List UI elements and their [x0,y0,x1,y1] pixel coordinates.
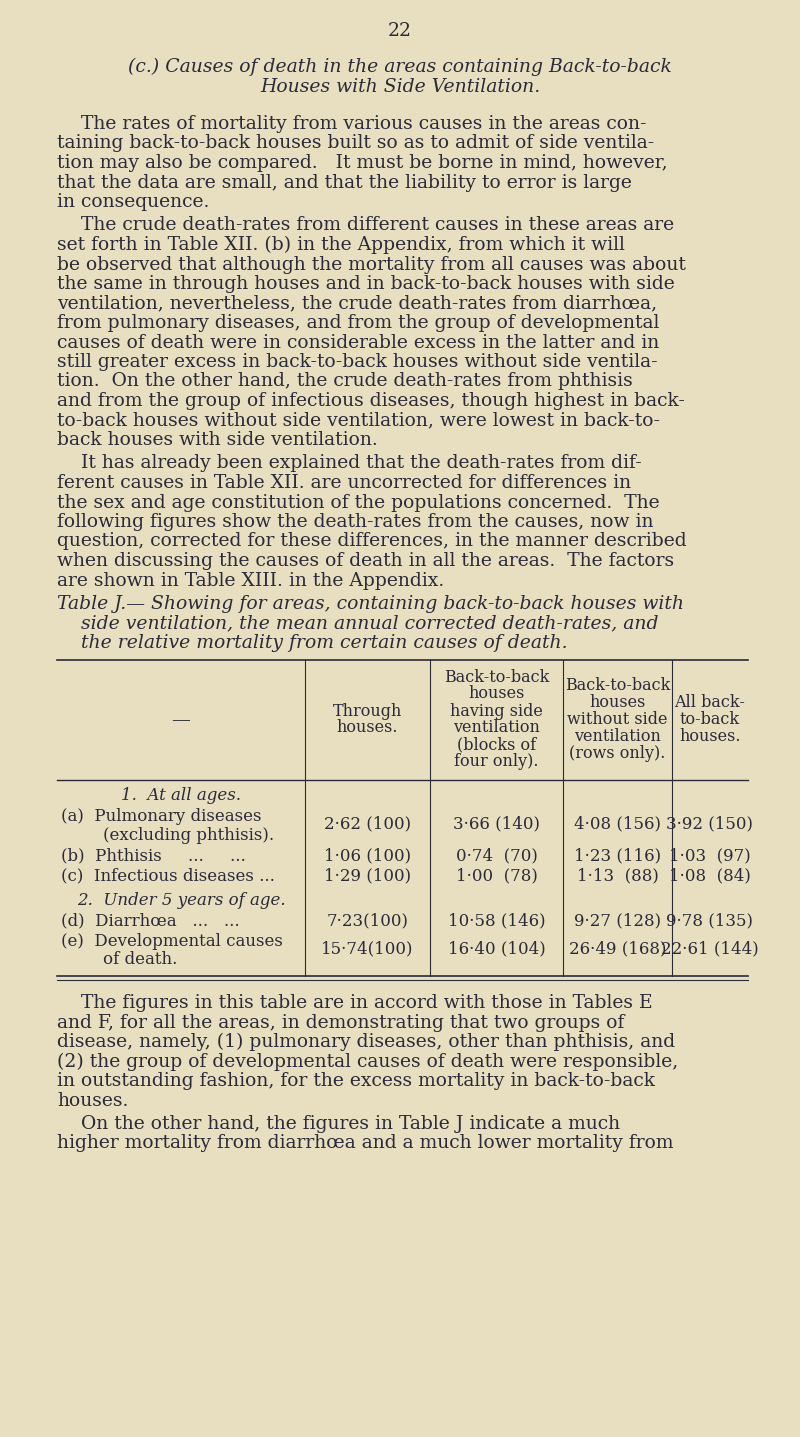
Text: to-back: to-back [680,711,740,729]
Text: 16·40 (104): 16·40 (104) [448,940,546,957]
Text: tion may also be compared.   It must be borne in mind, however,: tion may also be compared. It must be bo… [57,154,668,172]
Text: 1·23 (116): 1·23 (116) [574,846,661,864]
Text: The crude death-rates from different causes in these areas are: The crude death-rates from different cau… [57,217,674,234]
Text: (c.) Causes of death in the areas containing Back-to-back: (c.) Causes of death in the areas contai… [128,57,672,76]
Text: question, corrected for these differences, in the manner described: question, corrected for these difference… [57,533,686,550]
Text: ferent causes in Table XII. are uncorrected for differences in: ferent causes in Table XII. are uncorrec… [57,474,631,491]
Text: 26·49 (168): 26·49 (168) [569,940,666,957]
Text: —: — [171,711,190,730]
Text: higher mortality from diarrhœa and a much lower mortality from: higher mortality from diarrhœa and a muc… [57,1134,674,1152]
Text: ventilation: ventilation [453,720,540,737]
Text: and F, for all the areas, in demonstrating that two groups of: and F, for all the areas, in demonstrati… [57,1013,624,1032]
Text: 9·78 (135): 9·78 (135) [666,912,754,930]
Text: houses.: houses. [57,1092,128,1109]
Text: houses.: houses. [679,729,741,744]
Text: having side: having side [450,703,543,720]
Text: 10·58 (146): 10·58 (146) [448,912,546,930]
Text: Table J.— Showing for areas, containing back-to-back houses with: Table J.— Showing for areas, containing … [57,595,684,614]
Text: without side: without side [567,711,668,729]
Text: and from the group of infectious diseases, though highest in back-: and from the group of infectious disease… [57,392,685,410]
Text: tion.  On the other hand, the crude death-rates from phthisis: tion. On the other hand, the crude death… [57,372,633,391]
Text: 3·66 (140): 3·66 (140) [453,815,540,832]
Text: from pulmonary diseases, and from the group of developmental: from pulmonary diseases, and from the gr… [57,315,659,332]
Text: when discussing the causes of death in all the areas.  The factors: when discussing the causes of death in a… [57,552,674,570]
Text: to-back houses without side ventilation, were lowest in back-to-: to-back houses without side ventilation,… [57,411,660,430]
Text: 7·23(100): 7·23(100) [326,912,409,930]
Text: 15·74(100): 15·74(100) [322,940,414,957]
Text: 22: 22 [388,22,412,40]
Text: in outstanding fashion, for the excess mortality in back-to-back: in outstanding fashion, for the excess m… [57,1072,655,1091]
Text: Houses with Side Ventilation.: Houses with Side Ventilation. [260,78,540,95]
Text: Through: Through [333,703,402,720]
Text: (2) the group of developmental causes of death were responsible,: (2) the group of developmental causes of… [57,1052,678,1071]
Text: The figures in this table are in accord with those in Tables E: The figures in this table are in accord … [57,994,653,1012]
Text: 22·61 (144): 22·61 (144) [661,940,759,957]
Text: the same in through houses and in back-to-back houses with side: the same in through houses and in back-t… [57,274,674,293]
Text: are shown in Table XIII. in the Appendix.: are shown in Table XIII. in the Appendix… [57,572,444,589]
Text: the sex and age constitution of the populations concerned.  The: the sex and age constitution of the popu… [57,493,660,512]
Text: taining back-to-back houses built so as to admit of side ventila-: taining back-to-back houses built so as … [57,135,654,152]
Text: causes of death were in considerable excess in the latter and in: causes of death were in considerable exc… [57,333,659,352]
Text: disease, namely, (1) pulmonary diseases, other than phthisis, and: disease, namely, (1) pulmonary diseases,… [57,1033,675,1052]
Text: 1·00  (78): 1·00 (78) [455,868,538,885]
Text: On the other hand, the figures in Table J indicate a much: On the other hand, the figures in Table … [57,1115,620,1132]
Text: 1·13  (88): 1·13 (88) [577,868,658,885]
Text: 2·62 (100): 2·62 (100) [324,815,411,832]
Text: The rates of mortality from various causes in the areas con-: The rates of mortality from various caus… [57,115,646,134]
Text: back houses with side ventilation.: back houses with side ventilation. [57,431,378,448]
Text: 1.  At all ages.: 1. At all ages. [121,787,241,805]
Text: (excluding phthisis).: (excluding phthisis). [61,826,274,844]
Text: 0·74  (70): 0·74 (70) [455,846,538,864]
Text: houses: houses [590,694,646,711]
Text: 9·27 (128): 9·27 (128) [574,912,661,930]
Text: that the data are small, and that the liability to error is large: that the data are small, and that the li… [57,174,632,191]
Text: All back-: All back- [674,694,746,711]
Text: Back-to-back: Back-to-back [565,677,670,694]
Text: the relative mortality from certain causes of death.: the relative mortality from certain caus… [57,634,568,652]
Text: set forth in Table XII. (b) in the Appendix, from which it will: set forth in Table XII. (b) in the Appen… [57,236,625,254]
Text: in consequence.: in consequence. [57,193,210,211]
Text: 3·92 (150): 3·92 (150) [666,815,754,832]
Text: still greater excess in back-to-back houses without side ventila-: still greater excess in back-to-back hou… [57,354,658,371]
Text: ventilation: ventilation [574,729,661,744]
Text: of death.: of death. [61,951,178,969]
Text: 4·08 (156): 4·08 (156) [574,815,661,832]
Text: following figures show the death-rates from the causes, now in: following figures show the death-rates f… [57,513,654,532]
Text: ventilation, nevertheless, the crude death-rates from diarrhœa,: ventilation, nevertheless, the crude dea… [57,295,657,312]
Text: 1·06 (100): 1·06 (100) [324,846,411,864]
Text: (c)  Infectious diseases ...: (c) Infectious diseases ... [61,868,275,885]
Text: be observed that although the mortality from all causes was about: be observed that although the mortality … [57,256,686,273]
Text: 1·29 (100): 1·29 (100) [324,868,411,885]
Text: (d)  Diarrhœa   ...   ...: (d) Diarrhœa ... ... [61,912,240,930]
Text: side ventilation, the mean annual corrected death-rates, and: side ventilation, the mean annual correc… [57,615,658,632]
Text: four only).: four only). [454,753,538,770]
Text: (a)  Pulmonary diseases: (a) Pulmonary diseases [61,808,262,825]
Text: 1·08  (84): 1·08 (84) [669,868,751,885]
Text: (rows only).: (rows only). [570,744,666,762]
Text: Back-to-back: Back-to-back [444,668,549,685]
Text: houses.: houses. [337,720,398,737]
Text: houses: houses [468,685,525,703]
Text: (blocks of: (blocks of [457,737,536,753]
Text: 1·03  (97): 1·03 (97) [669,846,751,864]
Text: (e)  Developmental causes: (e) Developmental causes [61,933,283,950]
Text: (b)  Phthisis     ...     ...: (b) Phthisis ... ... [61,846,246,864]
Text: 2.  Under 5 years of age.: 2. Under 5 years of age. [77,892,286,910]
Text: It has already been explained that the death-rates from dif-: It has already been explained that the d… [57,454,642,473]
